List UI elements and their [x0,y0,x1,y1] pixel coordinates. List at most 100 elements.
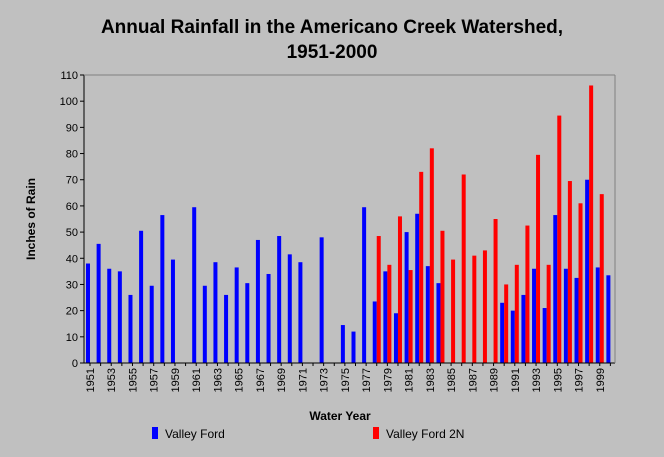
bar-valley-ford-1969 [277,236,282,363]
bar-valley-ford-2n-1991 [514,264,519,363]
x-tick-label-1953: 1953 [106,368,118,392]
bar-valley-ford-1997 [574,277,579,363]
x-tick-label-1969: 1969 [276,368,288,392]
bar-valley-ford-1975 [340,325,345,363]
bar-valley-ford-1991 [510,310,515,363]
bar-valley-ford-1957 [149,285,154,363]
x-tick-label-1961: 1961 [191,368,203,392]
bar-valley-ford-2n-1993 [536,154,541,363]
bar-valley-ford-1977 [362,207,367,363]
bar-valley-ford-2n-1997 [578,203,583,363]
y-tick-label-60: 60 [66,201,78,213]
bar-valley-ford-1984 [436,283,441,363]
bar-valley-ford-2n-1989 [493,219,498,363]
bar-valley-ford-1962 [202,285,207,363]
legend-swatch-valley-ford [152,427,158,439]
bar-valley-ford-2n-1979 [387,264,392,363]
bar-valley-ford-2n-1990 [504,284,509,363]
x-tick-label-1979: 1979 [382,368,394,392]
y-tick-label-30: 30 [66,279,78,291]
bar-valley-ford-1999 [595,267,600,363]
bar-valley-ford-2n-1982 [419,171,424,363]
x-tick-label-1997: 1997 [574,368,586,392]
bar-valley-ford-1980 [393,313,398,363]
y-tick-label-40: 40 [66,253,78,265]
bar-valley-ford-1956 [139,230,144,363]
bar-valley-ford-1993 [532,268,537,363]
bar-valley-ford-1978 [372,301,377,363]
bars-layer [86,85,611,363]
x-tick-label-1971: 1971 [297,368,309,392]
y-tick-label-20: 20 [66,306,78,318]
bar-valley-ford-2n-1994 [546,264,551,363]
x-tick-label-1963: 1963 [212,368,224,392]
bar-valley-ford-1968 [266,273,271,363]
bar-valley-ford-1996 [563,268,568,363]
x-tick-label-1999: 1999 [595,368,607,392]
bar-valley-ford-2n-1992 [525,225,530,363]
bar-valley-ford-1990 [500,302,505,363]
bar-valley-ford-2n-1988 [482,250,487,363]
x-tick-label-1993: 1993 [531,368,543,392]
bar-valley-ford-2000 [606,275,611,363]
x-tick-label-1965: 1965 [234,368,246,392]
x-tick-label-1991: 1991 [510,368,522,392]
x-axis-title: Water Year [309,409,371,423]
bar-valley-ford-1998 [585,179,590,363]
bar-valley-ford-1966 [245,283,250,363]
bar-valley-ford-2n-1983 [429,148,434,363]
x-tick-label-1981: 1981 [404,368,416,392]
bar-valley-ford-1973 [319,237,324,363]
y-tick-label-90: 90 [66,122,78,134]
bar-valley-ford-1994 [542,308,547,363]
bar-valley-ford-2n-1981 [408,270,413,363]
x-tick-label-1967: 1967 [255,368,267,392]
bar-valley-ford-1954 [117,271,122,363]
legend-label-valley-ford-2n: Valley Ford 2N [386,427,464,441]
x-tick-label-1957: 1957 [149,368,161,392]
x-tick-label-1973: 1973 [319,368,331,392]
x-tick-label-1987: 1987 [467,368,479,392]
bar-valley-ford-2n-1996 [567,181,572,363]
bar-valley-ford-1953 [107,268,112,363]
chart-title-line-1: Annual Rainfall in the Americano Creek W… [101,17,563,38]
legend: Valley Ford Valley Ford 2N [152,427,464,441]
bar-valley-ford-2n-1980 [397,216,402,363]
bar-valley-ford-1971 [298,262,303,363]
bar-valley-ford-1970 [287,254,292,363]
y-tick-label-80: 80 [66,149,78,161]
bar-valley-ford-1967 [255,239,260,363]
x-tick-label-1989: 1989 [489,368,501,392]
bar-valley-ford-1952 [96,243,101,363]
y-axis-title: Inches of Rain [24,178,38,260]
bar-valley-ford-1951 [86,263,90,363]
x-tick-label-1951: 1951 [85,368,97,392]
y-tick-label-0: 0 [72,358,78,370]
bar-valley-ford-1959 [170,259,175,363]
y-tick-label-70: 70 [66,175,78,187]
bar-valley-ford-2n-1995 [557,115,562,363]
bar-valley-ford-1964 [224,294,229,363]
bar-valley-ford-1983 [425,266,430,363]
bar-valley-ford-1965 [234,267,239,363]
y-tick-label-100: 100 [60,96,78,108]
bar-valley-ford-1982 [415,213,420,363]
bar-valley-ford-1992 [521,294,526,363]
x-tick-label-1955: 1955 [127,368,139,392]
bar-valley-ford-2n-1999 [599,194,604,363]
bar-valley-ford-2n-1978 [376,236,381,363]
x-tick-label-1995: 1995 [552,368,564,392]
x-tick-label-1983: 1983 [425,368,437,392]
x-tick-label-1985: 1985 [446,368,458,392]
y-tick-label-50: 50 [66,227,78,239]
bar-valley-ford-2n-1984 [440,230,445,363]
bar-valley-ford-2n-1987 [472,255,477,363]
bar-valley-ford-2n-1986 [461,174,466,363]
chart-title-line-2: 1951-2000 [287,42,378,63]
bar-valley-ford-2n-1985 [451,259,456,363]
bar-valley-ford-1981 [404,232,409,363]
bar-valley-ford-1958 [160,215,165,363]
bar-valley-ford-1963 [213,262,218,363]
